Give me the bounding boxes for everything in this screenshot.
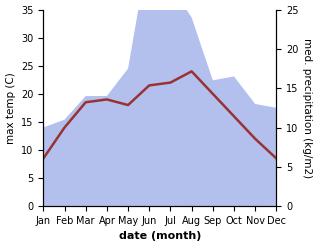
- Y-axis label: max temp (C): max temp (C): [5, 72, 16, 144]
- Y-axis label: med. precipitation (kg/m2): med. precipitation (kg/m2): [302, 38, 313, 178]
- X-axis label: date (month): date (month): [119, 231, 201, 242]
